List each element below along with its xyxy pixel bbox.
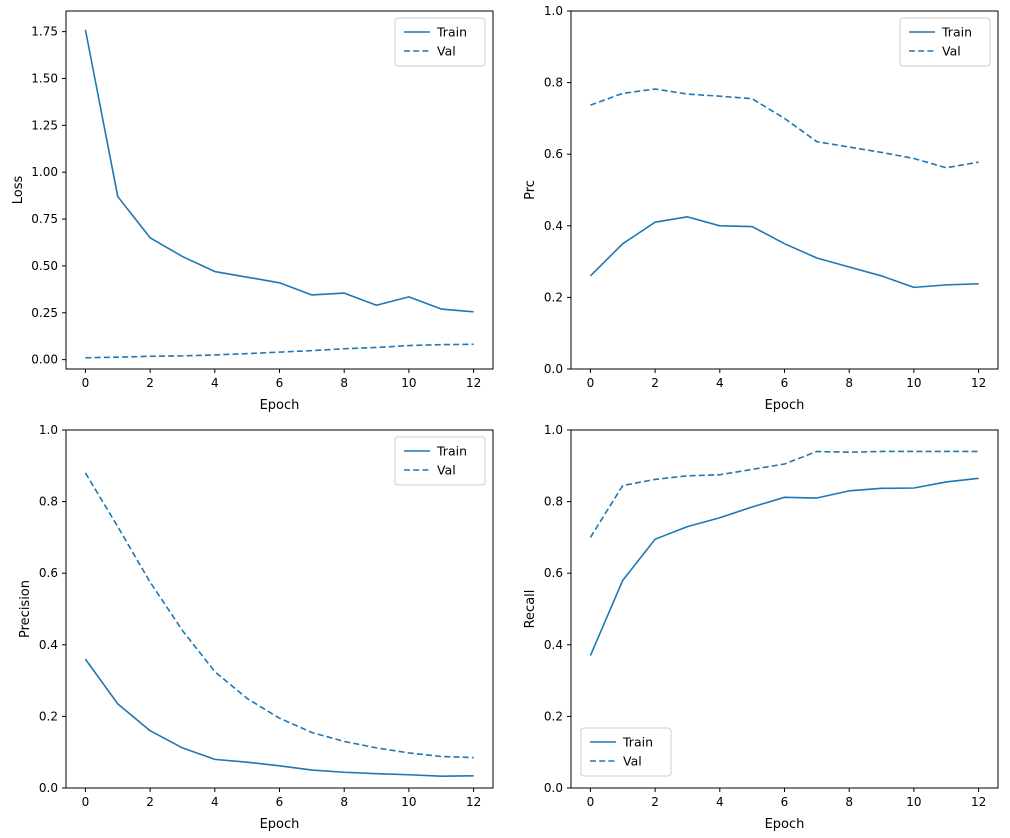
y-tick-label: 0.4 (39, 638, 58, 652)
x-axis-label: Epoch (765, 817, 805, 832)
y-tick-label: 0.2 (544, 709, 563, 723)
y-tick-label: 0.2 (544, 290, 563, 304)
x-tick-label: 0 (587, 376, 595, 390)
y-tick-label: 1.25 (31, 118, 58, 132)
x-tick-label: 2 (146, 795, 154, 809)
legend: Train Val (394, 17, 486, 67)
y-tick-label: 0.2 (39, 709, 58, 723)
legend-box (394, 17, 486, 67)
legend-val-label: Val (942, 44, 961, 59)
y-axis-label: Recall (523, 590, 538, 629)
y-tick-label: 0.6 (544, 147, 563, 161)
x-tick-label: 2 (146, 376, 154, 390)
x-tick-label: 12 (971, 795, 986, 809)
y-tick-label: 0.8 (544, 495, 563, 509)
x-tick-label: 10 (906, 376, 921, 390)
legend-val-label: Val (623, 754, 642, 769)
y-tick-label: 0.00 (31, 353, 58, 367)
x-tick-label: 6 (781, 795, 789, 809)
x-tick-label: 10 (401, 376, 416, 390)
x-tick-label: 4 (211, 376, 219, 390)
y-tick-label: 1.50 (31, 71, 58, 85)
y-axis-label: Precision (18, 580, 33, 638)
x-tick-label: 4 (716, 795, 724, 809)
subplot-precision: 0 2 4 6 8 10 12 0.0 0.2 0.4 0.6 0.8 1.0 Epoch Precisio… (0, 419, 505, 838)
x-tick-label: 10 (906, 795, 921, 809)
y-tick-label: 1.75 (31, 25, 58, 39)
x-axis-label: Epoch (260, 817, 300, 832)
legend: Train Val (394, 436, 486, 486)
train-line (589, 216, 979, 289)
legend-train-label: Train (622, 735, 653, 750)
legend-val-label: Val (437, 44, 456, 59)
y-tick-label: 0.6 (544, 566, 563, 580)
train-line (84, 658, 474, 777)
val-line (589, 450, 979, 538)
legend-val-label: Val (437, 463, 456, 478)
loss-chart: 0 2 4 6 8 10 12 0.00 0.25 0.50 0.75 1.00 1.25 1.50 1.7… (11, 10, 494, 413)
val-line (84, 472, 474, 759)
x-tick-label: 12 (971, 376, 986, 390)
y-tick-label: 1.0 (39, 423, 58, 437)
x-axis-label: Epoch (260, 398, 300, 413)
y-tick-label: 0.0 (544, 781, 563, 795)
x-tick-label: 0 (587, 795, 595, 809)
y-tick-label: 0.4 (544, 219, 563, 233)
x-tick-label: 8 (845, 795, 853, 809)
x-tick-label: 6 (276, 795, 284, 809)
legend-box (899, 17, 991, 67)
y-tick-label: 0.0 (544, 362, 563, 376)
x-tick-label: 2 (651, 795, 659, 809)
x-tick-label: 10 (401, 795, 416, 809)
x-tick-label: 8 (845, 376, 853, 390)
legend-train-label: Train (436, 25, 467, 40)
legend-train-label: Train (941, 25, 972, 40)
x-tick-label: 12 (466, 795, 481, 809)
prc-chart: 0 2 4 6 8 10 12 0.0 0.2 0.4 0.6 0.8 1.0 Epoch Prc Train… (523, 4, 999, 413)
x-tick-label: 8 (340, 376, 348, 390)
subplot-recall: 0 2 4 6 8 10 12 0.0 0.2 0.4 0.6 0.8 1.0 Epoch Recall Tr… (505, 419, 1010, 838)
x-tick-label: 2 (651, 376, 659, 390)
y-axis-label: Loss (11, 176, 26, 205)
legend-box (394, 436, 486, 486)
y-tick-label: 0.4 (544, 638, 563, 652)
legend: Train Val (580, 727, 672, 777)
x-tick-label: 8 (340, 795, 348, 809)
y-axis-label: Prc (523, 180, 538, 200)
y-tick-label: 0.0 (39, 781, 58, 795)
train-line (589, 477, 979, 656)
legend-box (580, 727, 672, 777)
y-tick-label: 0.8 (544, 76, 563, 90)
y-tick-label: 0.75 (31, 212, 58, 226)
subplot-prc: 0 2 4 6 8 10 12 0.0 0.2 0.4 0.6 0.8 1.0 Epoch Prc Train… (505, 0, 1010, 419)
precision-chart: 0 2 4 6 8 10 12 0.0 0.2 0.4 0.6 0.8 1.0 Epoch Precisio… (18, 423, 494, 832)
y-tick-label: 0.6 (39, 566, 58, 580)
train-line (84, 29, 474, 313)
x-tick-label: 12 (466, 376, 481, 390)
x-tick-label: 6 (276, 376, 284, 390)
y-tick-label: 1.0 (544, 4, 563, 18)
recall-chart: 0 2 4 6 8 10 12 0.0 0.2 0.4 0.6 0.8 1.0 Epoch Recall Tr… (523, 423, 999, 832)
x-tick-label: 4 (716, 376, 724, 390)
legend-train-label: Train (436, 444, 467, 459)
x-tick-label: 0 (82, 795, 90, 809)
x-axis-label: Epoch (765, 398, 805, 413)
x-tick-label: 4 (211, 795, 219, 809)
subplot-loss: 0 2 4 6 8 10 12 0.00 0.25 0.50 0.75 1.00 1.25 1.50 1.7… (0, 0, 505, 419)
y-tick-label: 1.00 (31, 165, 58, 179)
val-line (85, 343, 474, 359)
x-tick-label: 0 (82, 376, 90, 390)
y-tick-label: 0.25 (31, 306, 58, 320)
val-line (590, 88, 979, 169)
x-tick-label: 6 (781, 376, 789, 390)
y-tick-label: 0.8 (39, 495, 58, 509)
y-tick-label: 1.0 (544, 423, 563, 437)
y-tick-label: 0.50 (31, 259, 58, 273)
legend: Train Val (899, 17, 991, 67)
